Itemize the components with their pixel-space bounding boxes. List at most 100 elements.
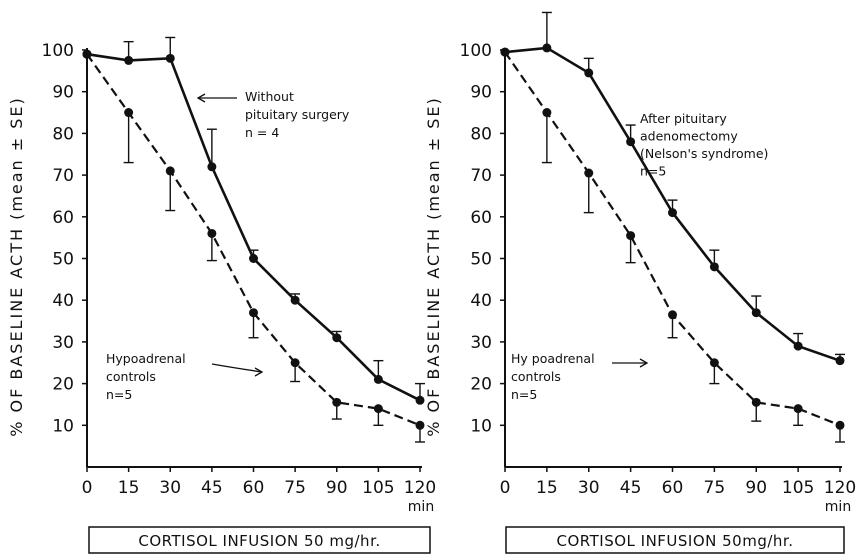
data-point — [835, 420, 845, 430]
x-tick-label: 120 — [824, 478, 856, 498]
x-tick-label: 60 — [243, 478, 265, 498]
arrowhead-icon — [254, 367, 264, 377]
x-axis-label-box — [505, 526, 845, 554]
y-tick-label: 100 — [460, 41, 492, 61]
x-tick-label: 30 — [159, 478, 181, 498]
y-tick-label: 20 — [52, 375, 74, 395]
data-point — [207, 228, 217, 238]
right-chart-panel: 10 20 30 40 50 60 70 80 90 100 0 15 30 45 60 75 90 105 120… — [424, 11, 856, 554]
data-point — [290, 295, 300, 305]
y-tick-label: 100 — [42, 41, 74, 61]
y-tick-label: 90 — [470, 83, 492, 103]
data-point — [668, 208, 677, 218]
y-tick-label: 50 — [470, 250, 492, 270]
data-point — [165, 166, 175, 176]
x-tick-label: 105 — [362, 478, 394, 498]
x-unit-label: min — [408, 499, 434, 515]
y-tick-label: 30 — [470, 333, 492, 353]
data-point — [249, 254, 258, 263]
x-tick-label: 75 — [284, 478, 306, 498]
x-unit-label: min — [825, 499, 851, 515]
data-point — [751, 308, 761, 318]
y-tick-label: 10 — [470, 416, 492, 436]
data-point — [415, 395, 425, 405]
x-tick-label: 45 — [620, 478, 642, 498]
data-point — [542, 108, 552, 118]
y-axis-label: % OF BASELINE ACTH (mean ± SE) — [424, 96, 443, 437]
y-tick-label: 70 — [470, 166, 492, 186]
annotation-text: n = 4 — [245, 125, 279, 140]
x-axis-label: CORTISOL INFUSION 50mg/hr. — [557, 532, 794, 550]
data-point — [500, 47, 510, 57]
data-point — [290, 358, 300, 368]
x-tick-label: 90 — [745, 478, 767, 498]
data-point — [668, 310, 677, 320]
y-axis-label: % OF BASELINE ACTH (mean ± SE) — [7, 96, 26, 437]
y-tick-label: 10 — [52, 416, 74, 436]
y-tick-label: 30 — [52, 333, 74, 353]
data-point — [709, 262, 719, 272]
data-point — [584, 68, 594, 78]
data-point — [793, 404, 803, 414]
data-point — [415, 420, 425, 430]
y-tick-label: 40 — [52, 291, 74, 311]
annotation-text: adenomectomy — [640, 129, 738, 144]
y-tick-label: 80 — [52, 124, 74, 144]
data-point — [124, 108, 134, 118]
data-point — [709, 358, 719, 368]
data-point — [542, 43, 552, 53]
annotation-text: Hypoadrenal — [106, 351, 186, 366]
x-tick-label: 75 — [704, 478, 726, 498]
x-tick-label: 45 — [201, 478, 223, 498]
data-point — [793, 341, 803, 351]
annotation-text: n=5 — [106, 387, 132, 402]
y-tick-label: 50 — [52, 250, 74, 270]
left-chart-panel: 10 20 30 40 50 60 70 80 90 100 0 15 30 45 60 75 90 105 120… — [7, 36, 436, 554]
x-axis-label: CORTISOL INFUSION 50 mg/hr. — [138, 532, 380, 550]
data-point — [332, 397, 342, 407]
annotation-text: controls — [511, 369, 561, 384]
data-point — [626, 137, 636, 147]
data-point — [751, 397, 761, 407]
y-tick-label: 70 — [52, 166, 74, 186]
x-tick-label: 0 — [500, 478, 511, 498]
annotation-text: n=5 — [640, 164, 666, 179]
x-tick-label: 60 — [662, 478, 684, 498]
y-tick-label: 90 — [52, 83, 74, 103]
annotation-text: Without — [245, 89, 294, 104]
annotation-arrow — [211, 363, 263, 373]
annotation-text: (Nelson's syndrome) — [640, 146, 768, 161]
arrowhead-icon — [196, 93, 206, 103]
y-tick-label: 40 — [470, 291, 492, 311]
x-axis-label-box — [88, 526, 431, 554]
x-tick-label: 0 — [82, 478, 93, 498]
y-tick-label: 20 — [470, 375, 492, 395]
data-point — [82, 49, 92, 59]
arrowhead-icon — [639, 358, 649, 368]
data-point — [373, 374, 383, 384]
data-point — [584, 168, 594, 178]
x-tick-label: 15 — [118, 478, 140, 498]
data-point — [373, 404, 383, 414]
x-tick-label: 105 — [782, 478, 814, 498]
data-point — [332, 333, 342, 343]
annotation-text: pituitary surgery — [245, 107, 350, 122]
data-point — [835, 356, 845, 366]
x-tick-label: 15 — [536, 478, 558, 498]
data-point — [626, 231, 636, 241]
data-point — [124, 55, 134, 65]
x-tick-label: 90 — [326, 478, 348, 498]
annotation-text: n=5 — [511, 387, 537, 402]
annotation-text: Hy poadrenal — [511, 351, 595, 366]
x-tick-label: 30 — [578, 478, 600, 498]
annotation-text: controls — [106, 369, 156, 384]
data-point — [165, 53, 175, 63]
y-tick-label: 60 — [52, 208, 74, 228]
data-point — [207, 162, 217, 172]
y-tick-label: 80 — [470, 124, 492, 144]
x-tick-label: 120 — [404, 478, 436, 498]
data-point — [249, 308, 258, 318]
annotation-text: After pituitary — [640, 111, 727, 126]
y-tick-label: 60 — [470, 208, 492, 228]
